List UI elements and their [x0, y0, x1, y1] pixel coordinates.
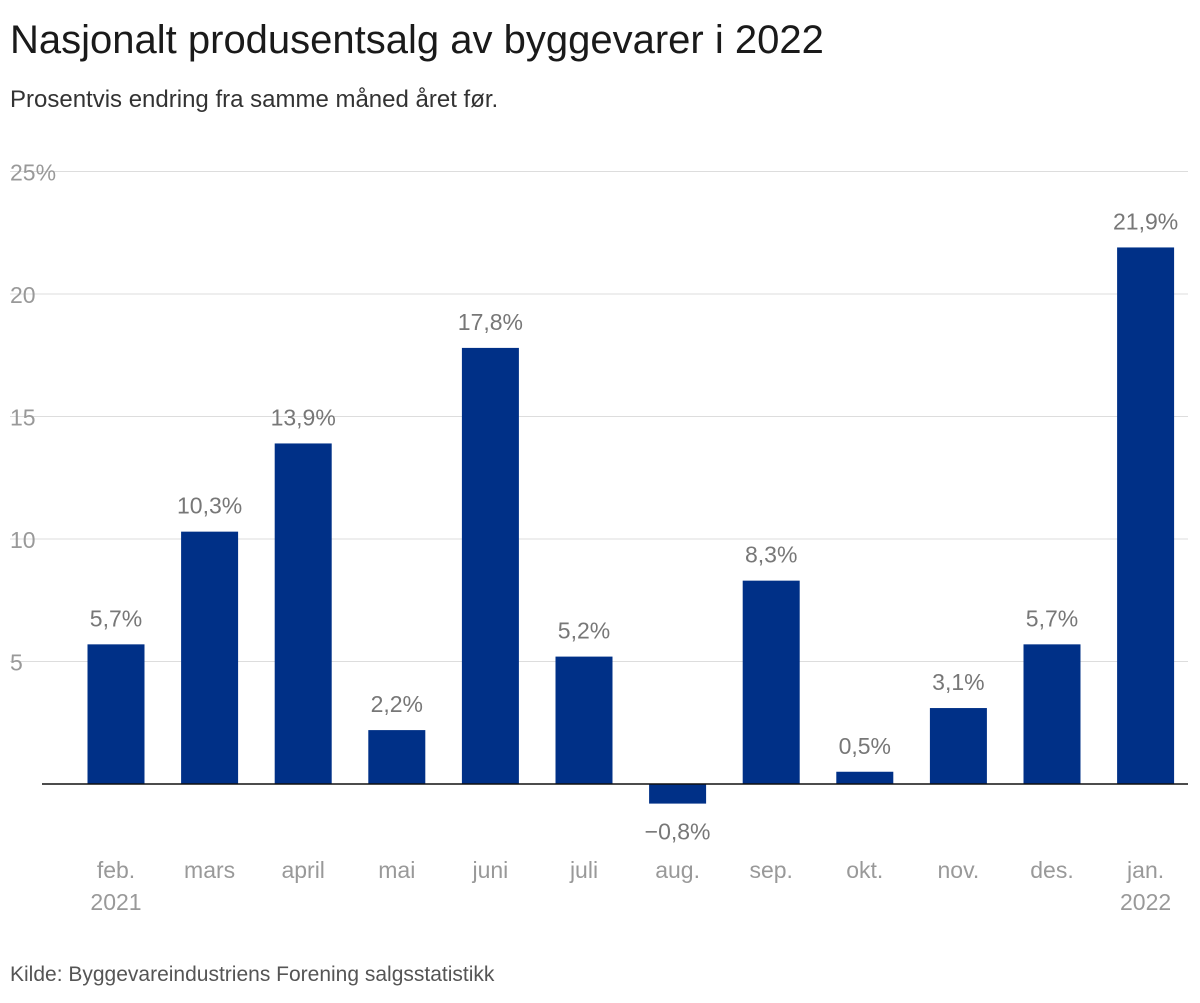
bar: [836, 771, 894, 784]
y-tick-label: 20: [10, 282, 36, 308]
data-label: 10,3%: [177, 493, 242, 519]
x-tick-label: aug.: [655, 857, 700, 883]
data-label: 5,2%: [558, 618, 610, 644]
data-label: 8,3%: [745, 542, 797, 568]
x-tick-label: mars: [184, 857, 235, 883]
x-tick-label: april: [281, 857, 324, 883]
bar-chart: 5 10 15 20 25% 5,7% 10,3% 13,9% 2,2% 17,8% 5,2% −0…: [10, 160, 1188, 915]
data-labels: 5,7% 10,3% 13,9% 2,2% 17,8% 5,2% −0,8% 8,3% 0,5%…: [90, 208, 1178, 844]
y-tick-label: 10: [10, 527, 36, 553]
y-tick-label: 15: [10, 405, 36, 431]
x-tick-label: 2022: [1120, 889, 1171, 915]
bar: [555, 656, 613, 784]
data-label: 0,5%: [839, 733, 891, 759]
y-tick-label: 25%: [10, 160, 56, 186]
data-label: 5,7%: [90, 605, 142, 631]
x-axis-ticks: feb. 2021 mars april mai juni juli aug. sep. okt.…: [90, 857, 1171, 915]
x-tick-label: mai: [378, 857, 415, 883]
x-tick-label: juli: [569, 857, 598, 883]
data-label: 17,8%: [458, 309, 523, 335]
data-label: 3,1%: [932, 669, 984, 695]
source-note: Kilde: Byggevareindustriens Forening sal…: [10, 963, 495, 986]
x-tick-label: feb.: [97, 857, 135, 883]
x-tick-label: 2021: [90, 889, 141, 915]
bar: [181, 531, 239, 784]
x-tick-label: juni: [471, 857, 508, 883]
chart-subtitle: Prosentvis endring fra samme måned året …: [10, 86, 499, 113]
bar: [1117, 247, 1175, 784]
x-tick-label: jan.: [1126, 857, 1164, 883]
data-label: 5,7%: [1026, 605, 1078, 631]
bar: [461, 347, 519, 784]
x-tick-label: des.: [1030, 857, 1073, 883]
bar: [742, 580, 800, 784]
y-tick-label: 5: [10, 650, 23, 676]
y-axis-ticks: 5 10 15 20 25%: [10, 160, 56, 676]
bar: [649, 784, 707, 804]
x-tick-label: sep.: [749, 857, 792, 883]
x-tick-label: okt.: [846, 857, 883, 883]
bar: [929, 708, 987, 784]
data-label: 2,2%: [371, 691, 423, 717]
bar: [274, 443, 332, 784]
data-label: 13,9%: [271, 404, 336, 430]
bar: [87, 644, 145, 784]
data-label: 21,9%: [1113, 208, 1178, 234]
bar: [1023, 644, 1081, 784]
x-tick-label: nov.: [938, 857, 980, 883]
bars: [87, 247, 1175, 804]
data-label: −0,8%: [645, 819, 711, 845]
chart-title: Nasjonalt produsentsalg av byggevarer i …: [10, 18, 824, 62]
bar: [368, 730, 426, 784]
